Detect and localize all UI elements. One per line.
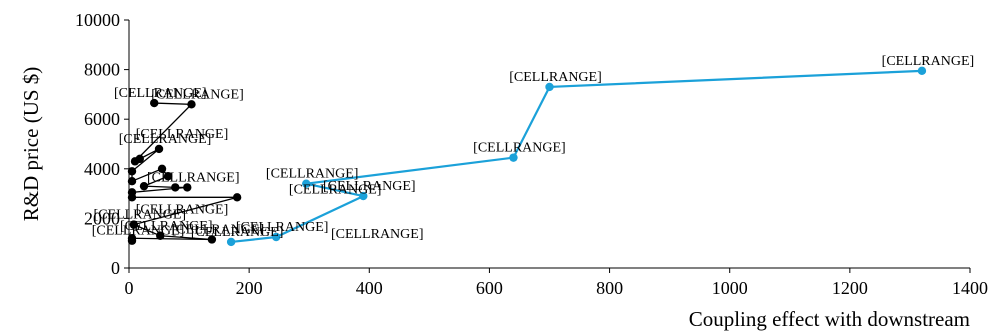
data-label: [CELLRANGE] [236,220,329,235]
data-label: [CELLRANGE] [94,208,187,223]
data-label: [CELLRANGE] [473,141,566,156]
data-point [135,154,145,164]
data-label: [CELLRANGE] [151,87,244,102]
series-line [231,69,922,244]
data-point [157,164,167,173]
data-point [509,153,518,162]
data-point [207,235,217,244]
data-point [139,181,149,191]
x-tick-label: 400 [356,278,383,298]
data-label: [CELLRANGE] [136,202,229,217]
data-point [154,144,164,154]
data-point [150,98,159,108]
data-label: [CELLRANGE] [882,54,975,69]
data-label: [CELLRANGE] [147,170,240,185]
data-labels: [CELLRANGE][CELLRANGE][CELLRANGE][CELLRA… [92,54,974,242]
data-label: [CELLRANGE] [331,227,424,242]
data-point [163,172,173,181]
y-axis-title: R&D price (US $) [19,67,43,222]
data-point [271,232,281,242]
data-point [183,183,192,192]
y-tick-label: 6000 [84,109,120,129]
data-label: [CELLRANGE] [136,127,229,142]
data-label: [CELLRANGE] [509,70,602,85]
data-point [127,236,137,245]
x-tick-label: 1200 [832,278,868,298]
y-tick-label: 8000 [84,60,120,80]
data-point [187,100,196,109]
x-axis-title: Coupling effect with downstream [689,307,970,331]
data-point [127,167,137,176]
series-layer [127,66,927,247]
data-point [917,66,927,76]
y-tick-label: 2000 [84,208,120,228]
data-point [232,193,242,202]
data-point [359,191,368,201]
data-point [226,237,236,247]
x-tick-label: 1000 [712,278,748,298]
data-point [171,183,180,192]
x-tick-label: 1400 [952,278,988,298]
data-point [127,193,137,202]
y-tick-label: 4000 [84,159,120,179]
data-point [156,231,165,240]
data-label: [CELLRANGE] [266,167,359,182]
data-label: [CELLRANGE] [92,224,185,239]
data-point [302,179,311,188]
data-label: [CELLRANGE] [114,86,207,101]
data-label: [CELLRANGE] [323,179,416,194]
data-point [545,82,554,92]
y-tick-label: 10000 [75,10,120,30]
x-ticks: 0 200 400 600 800 1000 1200 1400 [125,268,988,298]
data-label: [CELLRANGE] [120,219,213,234]
data-label: [CELLRANGE] [191,225,284,240]
x-tick-label: 200 [236,278,263,298]
data-point [129,220,139,229]
data-label: [CELLRANGE] [289,183,382,198]
x-tick-label: 0 [125,278,134,298]
data-point [127,177,137,186]
data-label: [CELLRANGE] [172,222,265,237]
axes [128,20,970,269]
y-tick-label: 0 [111,258,120,278]
x-tick-label: 800 [596,278,623,298]
y-ticks: 0 2000 4000 6000 8000 10000 [75,10,129,278]
x-tick-label: 600 [476,278,503,298]
data-label: [CELLRANGE] [119,132,212,147]
